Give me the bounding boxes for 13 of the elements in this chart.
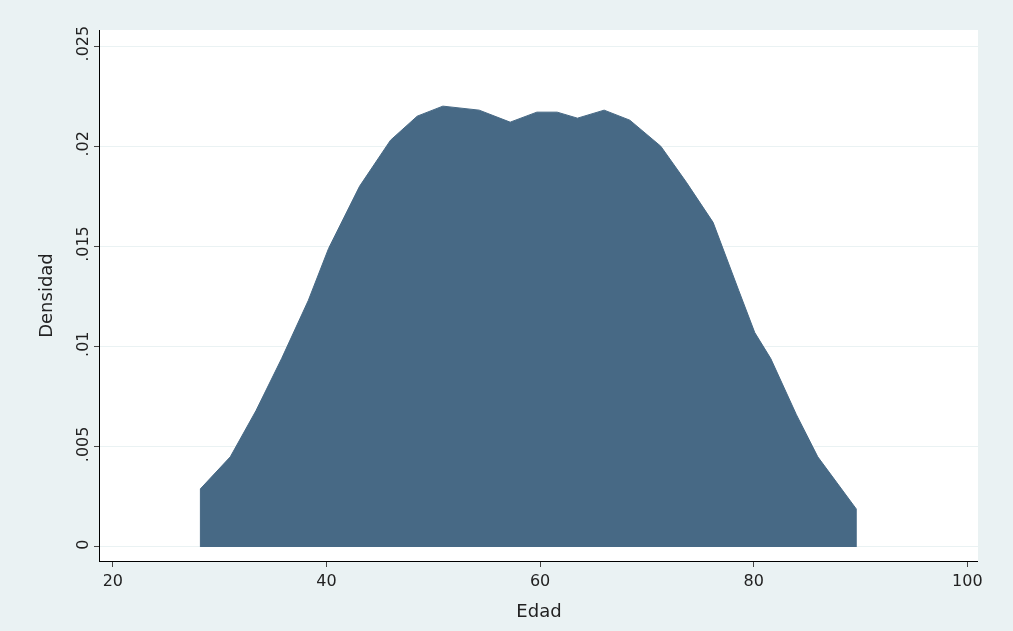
y-tick-label: .01 [72,331,92,357]
x-axis-title: Edad [516,600,562,622]
x-tick-label: 40 [316,571,337,591]
y-tick-label: 0 [72,539,92,550]
x-tick-label: 80 [743,571,764,591]
y-axis-title: Densidad [34,253,56,338]
x-tick-label: 100 [952,571,983,591]
x-tick-label: 60 [529,571,551,591]
y-tick-label: .025 [72,25,92,62]
y-tick-label: .005 [72,426,92,463]
y-tick-label: .015 [72,226,92,262]
x-tick-label: 20 [102,571,123,591]
y-tick-label: .02 [72,131,92,157]
